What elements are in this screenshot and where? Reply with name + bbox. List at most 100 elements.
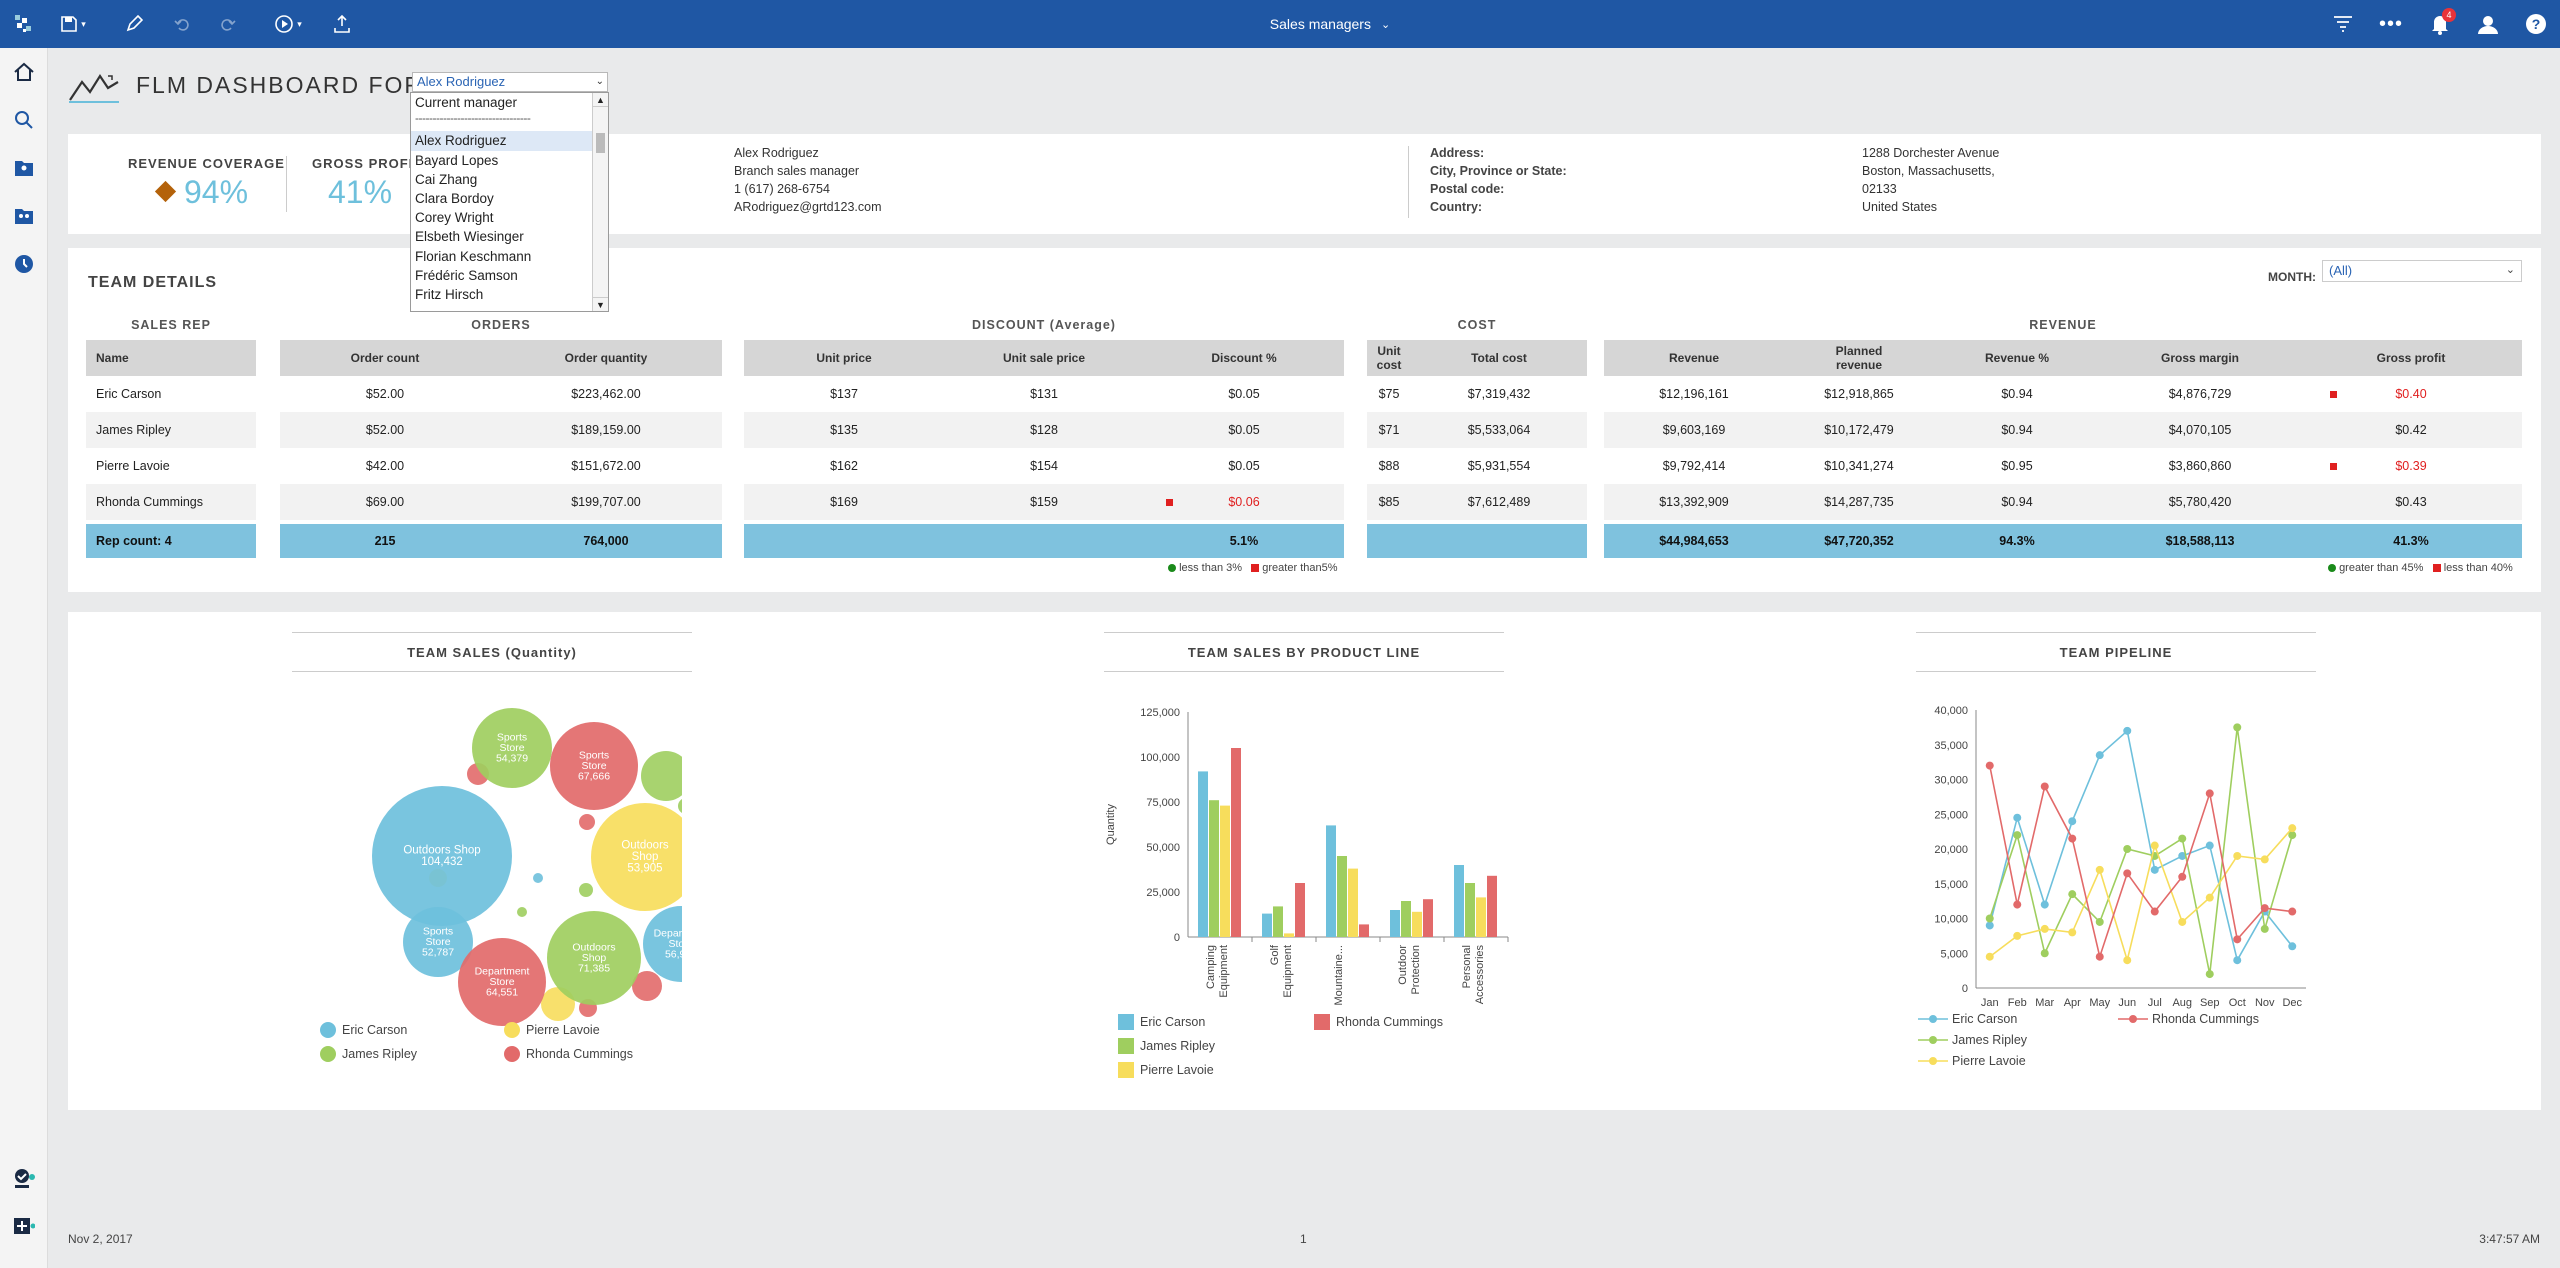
col-header-discount-pct[interactable]: Discount % bbox=[1144, 340, 1344, 376]
bubble[interactable] bbox=[517, 907, 527, 917]
dropdown-option-selected[interactable]: Alex Rodriguez bbox=[411, 131, 608, 150]
dropdown-option[interactable]: Corey Wright bbox=[411, 208, 608, 227]
data-point[interactable] bbox=[2178, 873, 2186, 881]
data-point[interactable] bbox=[2013, 814, 2021, 822]
col-header-gross-profit[interactable]: Gross profit bbox=[2300, 340, 2522, 376]
data-point[interactable] bbox=[1986, 915, 1994, 923]
data-point[interactable] bbox=[2288, 824, 2296, 832]
data-point[interactable] bbox=[2233, 956, 2241, 964]
bar[interactable] bbox=[1231, 748, 1241, 937]
col-header-order-quantity[interactable]: Order quantity bbox=[490, 340, 722, 376]
data-point[interactable] bbox=[2151, 842, 2159, 850]
bar[interactable] bbox=[1337, 856, 1347, 937]
bar[interactable] bbox=[1465, 883, 1475, 937]
data-point[interactable] bbox=[2096, 751, 2104, 759]
data-point[interactable] bbox=[2233, 935, 2241, 943]
col-header-revenue-pct[interactable]: Revenue % bbox=[1934, 340, 2100, 376]
share-icon[interactable] bbox=[330, 10, 354, 38]
my-content-icon[interactable] bbox=[10, 154, 38, 182]
data-point[interactable] bbox=[2206, 970, 2214, 978]
bar[interactable] bbox=[1220, 806, 1230, 937]
bar[interactable] bbox=[1295, 883, 1305, 937]
dropdown-option[interactable]: Clara Bordoy bbox=[411, 189, 608, 208]
scroll-thumb[interactable] bbox=[596, 133, 605, 153]
data-point[interactable] bbox=[2151, 908, 2159, 916]
data-point[interactable] bbox=[1986, 953, 1994, 961]
home-icon[interactable] bbox=[10, 58, 38, 86]
data-point[interactable] bbox=[2013, 831, 2021, 839]
data-point[interactable] bbox=[2123, 727, 2131, 735]
scroll-up-icon[interactable]: ▲ bbox=[593, 93, 608, 107]
data-point[interactable] bbox=[2068, 817, 2076, 825]
dropdown-option[interactable]: Frédéric Samson bbox=[411, 266, 608, 285]
data-point[interactable] bbox=[2123, 869, 2131, 877]
report-title-dropdown[interactable]: Sales managers ⌄ bbox=[1240, 10, 1420, 38]
col-header-planned-revenue[interactable]: Planned revenue bbox=[1784, 340, 1934, 376]
dropdown-option[interactable]: Fritz Hirsch bbox=[411, 285, 608, 304]
data-point[interactable] bbox=[2206, 842, 2214, 850]
col-header-unit-cost[interactable]: Unit cost bbox=[1367, 340, 1411, 376]
dropdown-option[interactable]: Bayard Lopes bbox=[411, 151, 608, 170]
save-icon[interactable]: ▾ bbox=[60, 10, 86, 38]
data-point[interactable] bbox=[2206, 789, 2214, 797]
data-point[interactable] bbox=[2288, 942, 2296, 950]
recent-icon[interactable] bbox=[10, 250, 38, 278]
data-point[interactable] bbox=[2013, 932, 2021, 940]
data-point[interactable] bbox=[2041, 782, 2049, 790]
bar[interactable] bbox=[1273, 906, 1283, 937]
dropdown-option[interactable]: Current manager bbox=[411, 93, 608, 112]
data-point[interactable] bbox=[2013, 901, 2021, 909]
data-point[interactable] bbox=[2068, 928, 2076, 936]
bubble[interactable] bbox=[579, 814, 595, 830]
scroll-down-icon[interactable]: ▼ bbox=[593, 297, 608, 311]
data-point[interactable] bbox=[2096, 953, 2104, 961]
bar[interactable] bbox=[1326, 825, 1336, 937]
data-point[interactable] bbox=[2233, 852, 2241, 860]
bar[interactable] bbox=[1412, 912, 1422, 937]
bubble[interactable] bbox=[533, 873, 543, 883]
data-point[interactable] bbox=[2068, 835, 2076, 843]
dropdown-option[interactable]: Florian Keschmann bbox=[411, 247, 608, 266]
data-point[interactable] bbox=[2123, 956, 2131, 964]
edit-icon[interactable] bbox=[122, 10, 146, 38]
dropdown-option[interactable]: Cai Zhang bbox=[411, 170, 608, 189]
bar[interactable] bbox=[1198, 771, 1208, 937]
col-header-order-count[interactable]: Order count bbox=[280, 340, 490, 376]
bar[interactable] bbox=[1348, 869, 1358, 937]
col-header-total-cost[interactable]: Total cost bbox=[1411, 340, 1587, 376]
bubble[interactable] bbox=[678, 798, 682, 814]
bar[interactable] bbox=[1476, 897, 1486, 937]
bar[interactable] bbox=[1454, 865, 1464, 937]
redo-icon[interactable] bbox=[216, 10, 240, 38]
data-point[interactable] bbox=[2068, 890, 2076, 898]
new-icon[interactable] bbox=[10, 1212, 38, 1240]
dropdown-scrollbar[interactable]: ▲ ▼ bbox=[592, 93, 608, 311]
col-header-revenue[interactable]: Revenue bbox=[1604, 340, 1784, 376]
undo-icon[interactable] bbox=[170, 10, 194, 38]
col-header-unit-price[interactable]: Unit price bbox=[744, 340, 944, 376]
month-select[interactable]: (All) ⌄ bbox=[2322, 260, 2522, 282]
bar[interactable] bbox=[1209, 800, 1219, 937]
bar[interactable] bbox=[1390, 910, 1400, 937]
notifications-icon[interactable]: 4 bbox=[2426, 10, 2454, 38]
col-header-name[interactable]: Name bbox=[86, 340, 256, 376]
data-point[interactable] bbox=[2096, 918, 2104, 926]
data-point[interactable] bbox=[1986, 762, 1994, 770]
data-point[interactable] bbox=[2041, 949, 2049, 957]
bar[interactable] bbox=[1423, 899, 1433, 937]
manager-select[interactable]: Alex Rodriguez ⌄ bbox=[412, 72, 608, 92]
user-icon[interactable] bbox=[2474, 10, 2502, 38]
more-icon[interactable]: ••• bbox=[2378, 10, 2404, 38]
data-point[interactable] bbox=[2041, 925, 2049, 933]
data-point[interactable] bbox=[2178, 918, 2186, 926]
my-portal-icon[interactable] bbox=[10, 1164, 38, 1192]
search-icon[interactable] bbox=[10, 106, 38, 134]
run-icon[interactable]: ▾ bbox=[268, 10, 308, 38]
dropdown-option[interactable]: Elsbeth Wiesinger bbox=[411, 227, 608, 246]
data-point[interactable] bbox=[2206, 894, 2214, 902]
data-point[interactable] bbox=[2151, 866, 2159, 874]
bar[interactable] bbox=[1262, 914, 1272, 937]
team-content-icon[interactable] bbox=[10, 202, 38, 230]
help-icon[interactable]: ? bbox=[2522, 10, 2550, 38]
bar[interactable] bbox=[1401, 901, 1411, 937]
